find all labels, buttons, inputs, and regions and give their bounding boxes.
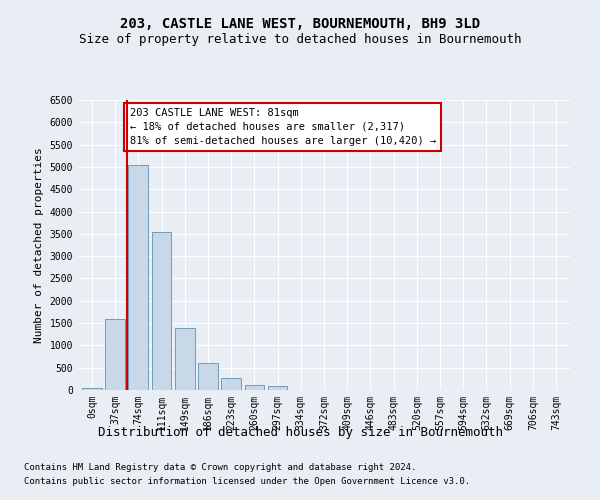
Bar [152,232,172,390]
Text: Contains public sector information licensed under the Open Government Licence v3: Contains public sector information licen… [24,477,470,486]
Bar [221,378,241,390]
Bar [128,164,148,390]
Text: Contains HM Land Registry data © Crown copyright and database right 2024.: Contains HM Land Registry data © Crown c… [24,464,416,472]
Text: 203 CASTLE LANE WEST: 81sqm
← 18% of detached houses are smaller (2,317)
81% of : 203 CASTLE LANE WEST: 81sqm ← 18% of det… [130,108,436,146]
Bar [245,384,264,390]
Text: Size of property relative to detached houses in Bournemouth: Size of property relative to detached ho… [79,32,521,46]
Bar [198,363,218,390]
Text: Distribution of detached houses by size in Bournemouth: Distribution of detached houses by size … [97,426,503,439]
Y-axis label: Number of detached properties: Number of detached properties [34,147,44,343]
Bar [268,386,287,390]
Bar [175,328,194,390]
Bar [105,318,125,390]
Bar [82,388,102,390]
Text: 203, CASTLE LANE WEST, BOURNEMOUTH, BH9 3LD: 203, CASTLE LANE WEST, BOURNEMOUTH, BH9 … [120,18,480,32]
